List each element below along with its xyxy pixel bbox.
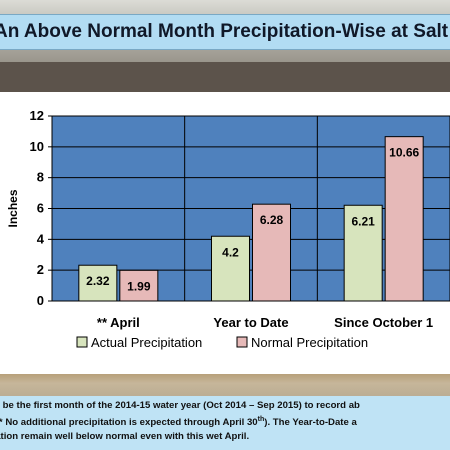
- legend-label: Normal Precipitation: [251, 335, 368, 350]
- caption-line-2-sup: th: [257, 416, 265, 423]
- y-tick-label: 8: [37, 170, 44, 185]
- y-tick-label: 4: [37, 231, 45, 246]
- bar: [384, 136, 424, 302]
- data-label: 6.28: [260, 213, 284, 227]
- legend-swatch: [76, 336, 88, 348]
- caption-box: ill be the first month of the 2014-15 wa…: [0, 396, 450, 450]
- bar: [252, 203, 291, 302]
- bar: [211, 235, 250, 302]
- x-tick-label: Year to Date: [213, 315, 288, 330]
- y-tick-label: 10: [30, 139, 44, 154]
- data-label: 2.32: [86, 274, 110, 288]
- data-label: 10.66: [389, 146, 419, 160]
- data-label: 6.21: [351, 214, 375, 228]
- y-tick-label: 0: [37, 293, 44, 308]
- x-tick-label: ** April: [97, 315, 140, 330]
- caption-line-1: ill be the first month of the 2014-15 wa…: [0, 400, 360, 411]
- y-tick-label: 6: [37, 201, 44, 216]
- caption-line-2-a: (** No additional precipitation is expec…: [0, 417, 258, 429]
- data-label: 4.2: [222, 245, 239, 259]
- y-tick-label: 12: [30, 108, 44, 123]
- y-tick-label: 2: [37, 262, 44, 277]
- caption-line-2-b: ). The Year-to-Date a: [264, 417, 357, 429]
- bar: [343, 204, 383, 302]
- bar: [119, 269, 159, 302]
- legend-label: Actual Precipitation: [91, 335, 202, 350]
- bar: [78, 264, 118, 302]
- legend-swatch: [236, 336, 248, 348]
- y-axis-title: Inches: [6, 189, 20, 227]
- x-tick-label: Since October 1: [334, 315, 433, 330]
- caption-line-3: tation remain well below normal even wit…: [0, 431, 250, 442]
- caption-line-2: (** No additional precipitation is expec…: [0, 416, 357, 428]
- chart-title: An Above Normal Month Precipitation-Wise…: [0, 21, 450, 42]
- title-banner: An Above Normal Month Precipitation-Wise…: [0, 14, 450, 50]
- data-label: 1.99: [127, 279, 151, 293]
